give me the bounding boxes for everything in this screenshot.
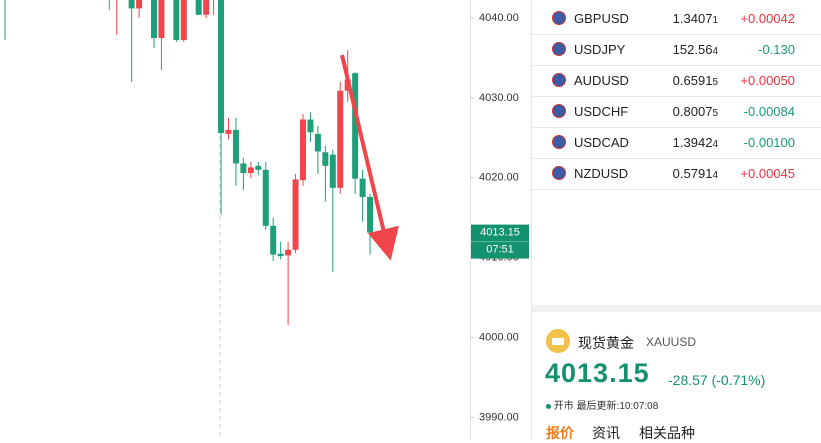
flag-icon xyxy=(552,135,566,149)
quote-price: 4013.15 xyxy=(545,358,650,388)
symbol-change: -0.00084 xyxy=(743,104,795,119)
tab[interactable]: 资讯 xyxy=(592,425,620,441)
candle-body xyxy=(352,73,359,179)
price-pip: 5 xyxy=(712,108,718,119)
price-main: 0.6591 xyxy=(672,73,713,88)
symbol-name: USDCHF xyxy=(574,104,629,119)
price-pip: 5 xyxy=(712,77,718,88)
price-main: 0.8007 xyxy=(672,104,713,119)
candle-body xyxy=(203,0,210,15)
candle-body xyxy=(300,119,306,181)
price-tag-label: 4013.15 xyxy=(480,226,520,238)
symbol-name: GBPUSD xyxy=(574,11,629,26)
price-main: 152.56 xyxy=(672,42,713,57)
symbol-change: -0.130 xyxy=(758,42,795,57)
candle-body xyxy=(225,129,232,134)
candle-body xyxy=(173,0,180,40)
y-tick-label: 4030.00 xyxy=(479,92,519,104)
watchlist-row[interactable]: USDJPY 152.564 -0.130 xyxy=(532,34,821,66)
candle-body xyxy=(247,167,254,174)
watchlist-row[interactable]: USDCHF 0.80075 -0.00084 xyxy=(532,96,821,128)
candle-body xyxy=(232,129,239,164)
symbol-price: 0.65915 xyxy=(673,73,718,88)
candle-body xyxy=(151,0,157,38)
watchlist-row[interactable]: NZDUSD 0.57914 +0.00045 xyxy=(532,158,821,190)
candle-body xyxy=(307,119,314,133)
candle-body xyxy=(240,163,247,174)
status-dot xyxy=(546,403,551,409)
flag-icon xyxy=(552,42,566,56)
price-pip: 4 xyxy=(712,46,718,57)
candle-body xyxy=(255,165,262,170)
price-main: 1.3407 xyxy=(672,11,713,26)
candle-body xyxy=(359,178,366,198)
candle-body xyxy=(262,169,269,226)
watchlist-row[interactable]: USDCAD 1.39424 -0.00100 xyxy=(532,127,821,159)
symbol-change: +0.00042 xyxy=(740,11,795,26)
symbol-change: -0.00100 xyxy=(743,135,795,150)
last-updated: 最后更新:10:07:08 xyxy=(576,401,659,412)
tab[interactable]: 相关品种 xyxy=(639,425,695,441)
quote-name: 现货黄金 xyxy=(578,335,634,351)
candle-body xyxy=(322,152,329,166)
symbol-name: NZDUSD xyxy=(574,166,629,181)
symbol-price: 1.34071 xyxy=(673,11,718,26)
candle-body xyxy=(180,0,187,40)
symbol-price: 1.39424 xyxy=(673,135,718,150)
candle-body xyxy=(367,197,374,233)
candle-body xyxy=(292,179,299,250)
price-tag-countdown: 07:51 xyxy=(486,243,514,255)
candle-body xyxy=(136,0,143,9)
y-tick-label: 3990.00 xyxy=(479,412,519,424)
candle-body xyxy=(314,133,321,152)
watchlist-row[interactable]: GBPUSD 1.34071 +0.00042 xyxy=(532,3,821,35)
candle-body xyxy=(329,154,336,188)
flag-icon xyxy=(552,166,566,180)
gold-icon xyxy=(546,329,570,353)
candle-body xyxy=(128,0,135,9)
symbol-name: USDCAD xyxy=(574,135,629,150)
y-tick-label: 4020.00 xyxy=(479,172,519,184)
candle-body xyxy=(337,90,344,188)
symbol-change: +0.00050 xyxy=(740,73,795,88)
symbol-price: 0.57914 xyxy=(673,166,718,181)
market-status: 开市 xyxy=(553,401,574,412)
quote-change: -28.57 (-0.71%) xyxy=(668,372,766,388)
symbol-name: AUDUSD xyxy=(574,73,629,88)
quote-symbol: XAUUSD xyxy=(646,335,697,349)
chart: 3990.004000.004010.004020.004030.004040.… xyxy=(4,0,529,440)
side-panel: GBPUSD 1.34071 +0.00042 USDJPY 152.564 -0.130… xyxy=(531,0,821,441)
flag-icon xyxy=(552,73,566,87)
price-main: 1.3942 xyxy=(672,135,713,150)
symbol-name: USDJPY xyxy=(574,42,626,57)
candle-body xyxy=(158,0,165,38)
flag-icon xyxy=(552,104,566,118)
price-pip: 1 xyxy=(712,15,718,26)
flag-icon xyxy=(552,11,566,25)
watchlist-row[interactable]: AUDUSD 0.65915 +0.00050 xyxy=(532,65,821,97)
candle-body xyxy=(195,0,202,15)
candle-body xyxy=(285,249,292,256)
symbol-price: 152.564 xyxy=(673,42,718,57)
price-pip: 4 xyxy=(712,139,718,150)
symbol-price: 0.80075 xyxy=(673,104,718,119)
symbol-change: +0.00045 xyxy=(740,166,795,181)
y-tick-label: 4000.00 xyxy=(479,332,519,344)
candle-body xyxy=(277,253,284,257)
candle-body xyxy=(218,0,225,134)
tab[interactable]: 报价 xyxy=(546,425,574,441)
price-pip: 4 xyxy=(712,170,718,181)
candle-body xyxy=(270,225,277,255)
trend-arrow xyxy=(340,54,399,261)
price-main: 0.5791 xyxy=(672,166,713,181)
divider xyxy=(532,305,821,312)
y-tick-label: 4040.00 xyxy=(479,12,519,24)
